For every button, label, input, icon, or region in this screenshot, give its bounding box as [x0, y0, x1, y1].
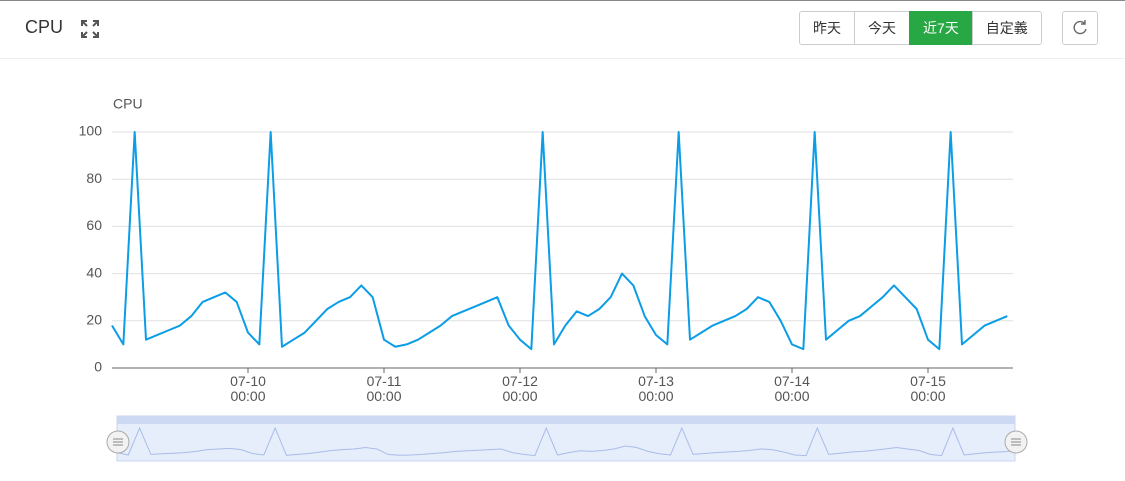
x-tick-label: 07-15 00:00: [910, 373, 946, 404]
y-tick-label: 80: [86, 170, 102, 186]
zoom-preview: [116, 426, 1010, 457]
x-tick-label: 07-12 00:00: [502, 373, 538, 404]
x-tick-label: 07-11 00:00: [366, 373, 402, 404]
zoom-handle-grip: [1011, 438, 1021, 446]
refresh-icon: [1073, 20, 1087, 35]
y-tick-label: 100: [79, 123, 103, 139]
x-tick-label: 07-13 00:00: [638, 373, 674, 404]
y-tick-label: 0: [94, 359, 102, 375]
panel-title: CPU: [25, 17, 64, 37]
panel-header: CPU 昨天 今天 近7天 自定義: [0, 1, 1125, 59]
y-axis-title: CPU: [113, 96, 143, 112]
zoom-handle-grip: [113, 438, 123, 446]
range-buttons: 昨天 今天 近7天 自定義: [799, 11, 1042, 45]
zoom-bar: [117, 416, 1015, 424]
range-button[interactable]: 自定義: [971, 11, 1042, 45]
range-button[interactable]: 昨天: [799, 11, 855, 45]
refresh-button[interactable]: [1062, 11, 1098, 45]
y-tick-label: 20: [86, 312, 102, 328]
cpu-line: [111, 131, 1008, 351]
y-tick-label: 40: [86, 264, 102, 280]
range-button[interactable]: 近7天: [909, 11, 973, 45]
y-tick-label: 60: [86, 217, 102, 233]
fullscreen-icon[interactable]: [80, 19, 100, 39]
range-button[interactable]: 今天: [854, 11, 910, 45]
x-tick-label: 07-14 00:00: [774, 373, 810, 404]
x-tick-label: 07-10 00:00: [230, 373, 266, 404]
